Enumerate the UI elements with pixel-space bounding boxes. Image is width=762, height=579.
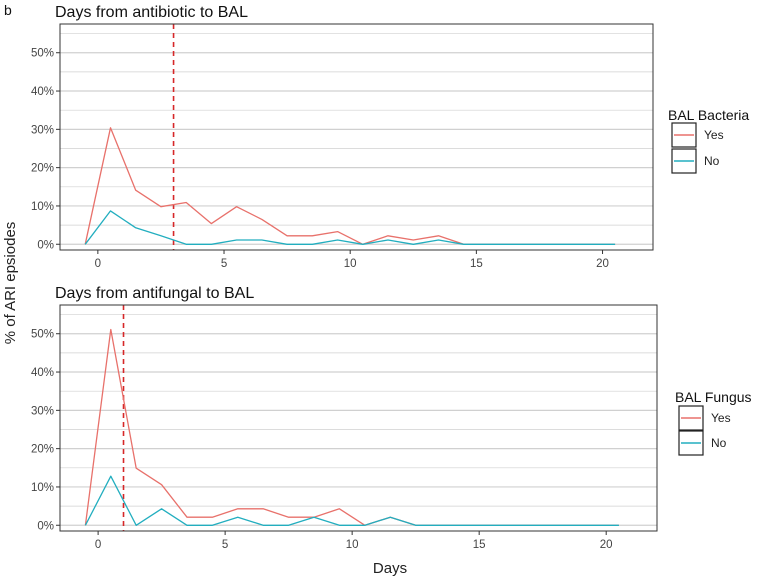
chart-title: Days from antibiotic to BAL xyxy=(55,4,248,21)
plot-border xyxy=(59,304,658,532)
series-line-yes xyxy=(84,328,619,526)
y-tick-label: 10% xyxy=(31,201,54,213)
y-tick-label: 0% xyxy=(37,520,54,532)
y-tick-label: 20% xyxy=(31,163,54,175)
x-tick-label: 5 xyxy=(222,539,228,551)
x-tick-label: 20 xyxy=(596,258,609,270)
y-tick-label: 50% xyxy=(31,48,54,60)
x-tick-label: 20 xyxy=(600,539,613,551)
x-tick-label: 10 xyxy=(344,258,357,270)
legend: BAL Fungus Yes No xyxy=(675,389,752,456)
chart-title: Days from antifungal to BAL xyxy=(55,285,254,302)
legend-label-no: No xyxy=(711,436,727,450)
x-tick-label: 0 xyxy=(95,539,101,551)
series-line-yes xyxy=(84,127,616,245)
y-tick-label: 40% xyxy=(31,367,54,379)
y-tick-label: 10% xyxy=(31,482,54,494)
legend-label-no: No xyxy=(704,154,720,168)
y-tick-label: 40% xyxy=(31,86,54,98)
y-tick-label: 20% xyxy=(31,444,54,456)
gridlines xyxy=(60,33,653,245)
y-tick-label: 30% xyxy=(31,124,54,136)
chart-panel-1: Days from antibiotic to BAL 0% 10% 20% 30% 40… xyxy=(31,4,749,270)
shared-y-axis-title: % of ARI epsiodes xyxy=(2,222,19,345)
chart-panel-2: Days from antifungal to BAL 0% 10% 20% 30% 40… xyxy=(31,285,752,551)
x-tick-label: 10 xyxy=(346,539,359,551)
legend: BAL Bacteria Yes No xyxy=(668,107,749,174)
legend-label-yes: Yes xyxy=(711,411,731,425)
y-tick-label: 50% xyxy=(31,329,54,341)
x-tick-label: 0 xyxy=(95,258,101,270)
series-line-no xyxy=(84,475,619,526)
gridlines xyxy=(60,314,657,526)
legend-title: BAL Fungus xyxy=(675,389,752,405)
plot-border xyxy=(59,23,654,251)
x-tick-label: 15 xyxy=(470,258,483,270)
x-tick-label: 5 xyxy=(221,258,227,270)
legend-label-yes: Yes xyxy=(704,128,724,142)
figure-panel-tag: b xyxy=(4,2,12,18)
shared-x-axis-title: Days xyxy=(373,560,407,577)
legend-title: BAL Bacteria xyxy=(668,107,749,123)
y-tick-label: 30% xyxy=(31,405,54,417)
y-tick-label: 0% xyxy=(37,239,54,251)
chart-panels: Days from antibiotic to BAL 0% 10% 20% 30% 40… xyxy=(31,4,752,551)
x-tick-label: 15 xyxy=(473,539,486,551)
series-line-no xyxy=(84,210,616,245)
